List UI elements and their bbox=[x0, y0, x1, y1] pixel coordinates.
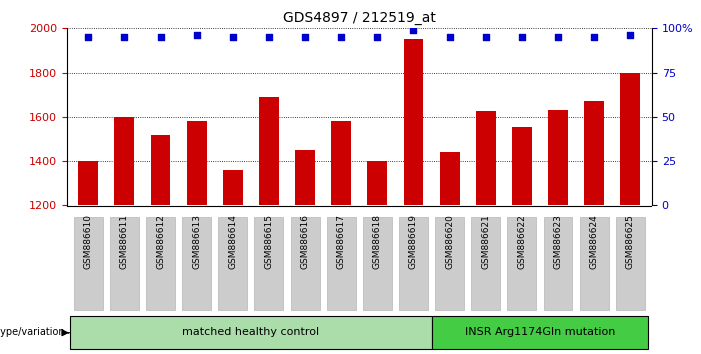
FancyBboxPatch shape bbox=[508, 217, 536, 310]
FancyBboxPatch shape bbox=[74, 217, 103, 310]
FancyBboxPatch shape bbox=[543, 217, 573, 310]
Title: GDS4897 / 212519_at: GDS4897 / 212519_at bbox=[283, 11, 436, 24]
FancyBboxPatch shape bbox=[70, 316, 432, 349]
FancyBboxPatch shape bbox=[399, 217, 428, 310]
Bar bbox=[476, 111, 496, 205]
Text: GSM886610: GSM886610 bbox=[84, 214, 93, 269]
Point bbox=[227, 34, 238, 40]
Bar bbox=[584, 101, 604, 205]
FancyBboxPatch shape bbox=[291, 217, 320, 310]
Text: GSM886611: GSM886611 bbox=[120, 214, 129, 269]
Text: GSM886616: GSM886616 bbox=[301, 214, 310, 269]
Point bbox=[299, 34, 311, 40]
Point bbox=[336, 34, 347, 40]
Text: GSM886619: GSM886619 bbox=[409, 214, 418, 269]
Point bbox=[625, 33, 636, 38]
FancyBboxPatch shape bbox=[471, 217, 501, 310]
Text: GSM886615: GSM886615 bbox=[264, 214, 273, 269]
Bar bbox=[367, 161, 387, 205]
Point bbox=[372, 34, 383, 40]
Text: GSM886625: GSM886625 bbox=[626, 214, 634, 269]
Bar bbox=[114, 117, 135, 205]
Text: GSM886614: GSM886614 bbox=[229, 214, 238, 269]
Point bbox=[516, 34, 527, 40]
FancyBboxPatch shape bbox=[218, 217, 247, 310]
Text: GSM886617: GSM886617 bbox=[336, 214, 346, 269]
Bar bbox=[186, 121, 207, 205]
Text: GSM886612: GSM886612 bbox=[156, 214, 165, 269]
FancyBboxPatch shape bbox=[182, 217, 211, 310]
Text: INSR Arg1174Gln mutation: INSR Arg1174Gln mutation bbox=[465, 327, 615, 337]
Bar bbox=[151, 135, 170, 205]
Text: GSM886613: GSM886613 bbox=[192, 214, 201, 269]
FancyBboxPatch shape bbox=[615, 217, 645, 310]
FancyBboxPatch shape bbox=[146, 217, 175, 310]
Bar bbox=[223, 170, 243, 205]
Text: GSM886620: GSM886620 bbox=[445, 214, 454, 269]
Text: genotype/variation: genotype/variation bbox=[0, 327, 65, 337]
Text: GSM886622: GSM886622 bbox=[517, 214, 526, 269]
FancyBboxPatch shape bbox=[327, 217, 355, 310]
Bar bbox=[548, 110, 568, 205]
FancyBboxPatch shape bbox=[254, 217, 283, 310]
Bar bbox=[404, 39, 423, 205]
Bar bbox=[620, 73, 640, 205]
Text: matched healthy control: matched healthy control bbox=[182, 327, 320, 337]
FancyBboxPatch shape bbox=[580, 217, 608, 310]
Point bbox=[589, 34, 600, 40]
Point bbox=[408, 27, 419, 33]
Text: GSM886623: GSM886623 bbox=[554, 214, 562, 269]
Point bbox=[191, 33, 203, 38]
Point bbox=[83, 34, 94, 40]
Point bbox=[118, 34, 130, 40]
FancyBboxPatch shape bbox=[435, 217, 464, 310]
Bar bbox=[259, 97, 279, 205]
Point bbox=[444, 34, 455, 40]
Point bbox=[480, 34, 491, 40]
Bar bbox=[295, 150, 315, 205]
Point bbox=[155, 34, 166, 40]
FancyBboxPatch shape bbox=[432, 316, 648, 349]
Bar bbox=[79, 161, 98, 205]
Point bbox=[264, 34, 275, 40]
Text: GSM886621: GSM886621 bbox=[481, 214, 490, 269]
FancyBboxPatch shape bbox=[363, 217, 392, 310]
Text: GSM886618: GSM886618 bbox=[373, 214, 382, 269]
Bar bbox=[332, 121, 351, 205]
FancyBboxPatch shape bbox=[110, 217, 139, 310]
Point bbox=[552, 34, 564, 40]
Text: GSM886624: GSM886624 bbox=[590, 214, 599, 269]
Bar bbox=[440, 152, 460, 205]
Bar bbox=[512, 127, 532, 205]
